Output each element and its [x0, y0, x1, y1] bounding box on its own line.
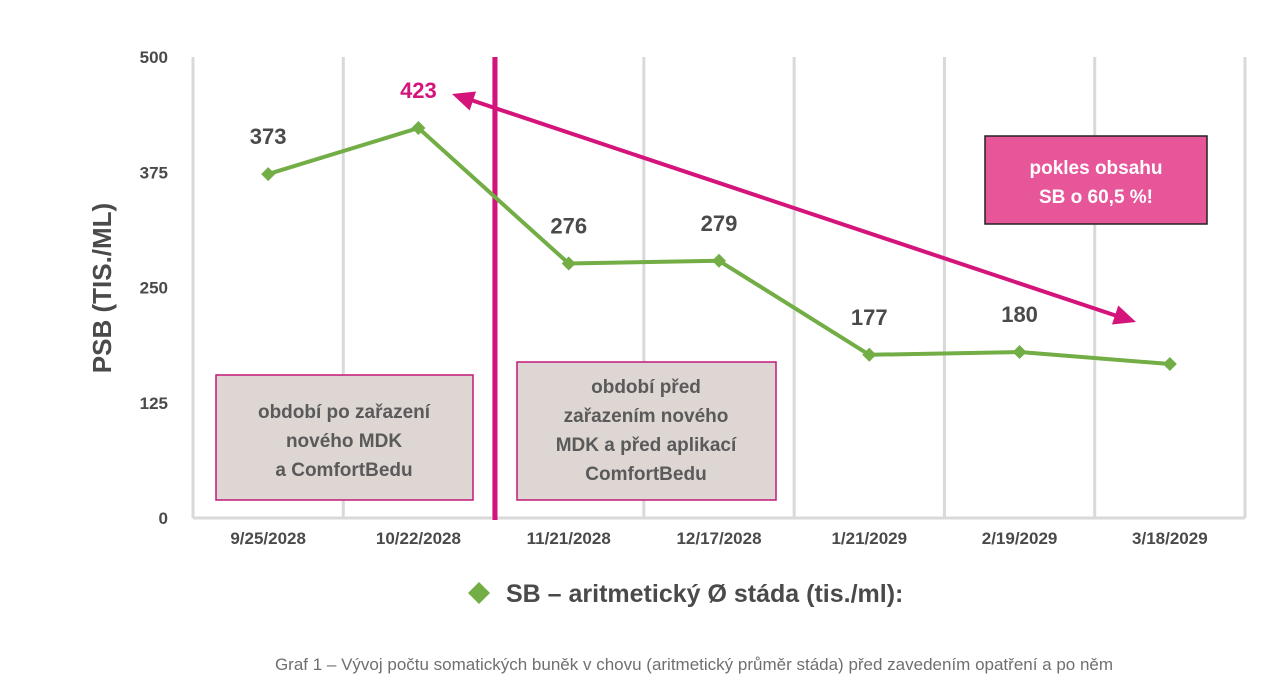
decline-arrow-head-left: [452, 91, 477, 111]
x-tick-label: 12/17/2028: [676, 529, 761, 548]
y-tick-label: 375: [140, 163, 168, 182]
annotation-box-before-line: MDK a před aplikací: [556, 435, 737, 456]
data-label: 276: [550, 214, 587, 239]
annotation-box-before-line: ComfortBedu: [585, 464, 706, 485]
data-point: [411, 120, 426, 135]
data-label: 373: [250, 124, 287, 149]
data-point: [261, 167, 276, 182]
data-point: [862, 347, 877, 362]
data-point: [1012, 345, 1027, 360]
y-tick-label: 500: [140, 48, 168, 67]
annotation-box-after-line: období po zařazení: [258, 402, 431, 423]
legend-label: SB – aritmetický Ø stáda (tis./ml):: [506, 580, 903, 608]
legend: SB – aritmetický Ø stáda (tis./ml):: [468, 580, 903, 608]
data-label: 279: [701, 211, 738, 236]
callout-box: [984, 135, 1208, 225]
legend-marker: [468, 582, 490, 604]
data-point: [712, 253, 726, 268]
annotation-box-before: [516, 361, 777, 501]
decline-arrow-head-right: [1111, 305, 1136, 325]
annotation-box-before-line: zařazením nového: [564, 406, 729, 427]
x-tick-label: 10/22/2028: [376, 529, 461, 548]
data-label: 177: [851, 305, 888, 330]
data-label: 423: [400, 78, 437, 103]
annotation-box-after-line: a ComfortBedu: [275, 460, 412, 481]
callout-line: pokles obsahu: [1029, 158, 1162, 179]
callout-line: SB o 60,5 %!: [1039, 187, 1153, 208]
x-tick-label: 11/21/2028: [527, 529, 611, 548]
y-axis-label: PSB (TIS./ML): [87, 203, 117, 373]
x-tick-label: 1/21/2029: [831, 529, 907, 548]
y-tick-label: 250: [140, 279, 168, 298]
annotation-box-after: [215, 374, 474, 501]
annotation-box-before-line: období před: [591, 377, 701, 398]
y-tick-label: 125: [140, 394, 168, 413]
x-tick-label: 9/25/2028: [230, 529, 306, 548]
y-tick-label: 0: [159, 509, 168, 528]
x-tick-label: 2/19/2029: [982, 529, 1058, 548]
data-point: [1162, 357, 1177, 372]
data-label: 180: [1001, 302, 1038, 327]
annotation-box-after-line: nového MDK: [286, 431, 402, 452]
data-point: [561, 256, 576, 271]
decline-arrow-shaft: [467, 97, 1121, 319]
x-tick-label: 3/18/2029: [1132, 529, 1208, 548]
figure-caption: Graf 1 – Vývoj počtu somatických buněk v…: [275, 655, 1113, 674]
